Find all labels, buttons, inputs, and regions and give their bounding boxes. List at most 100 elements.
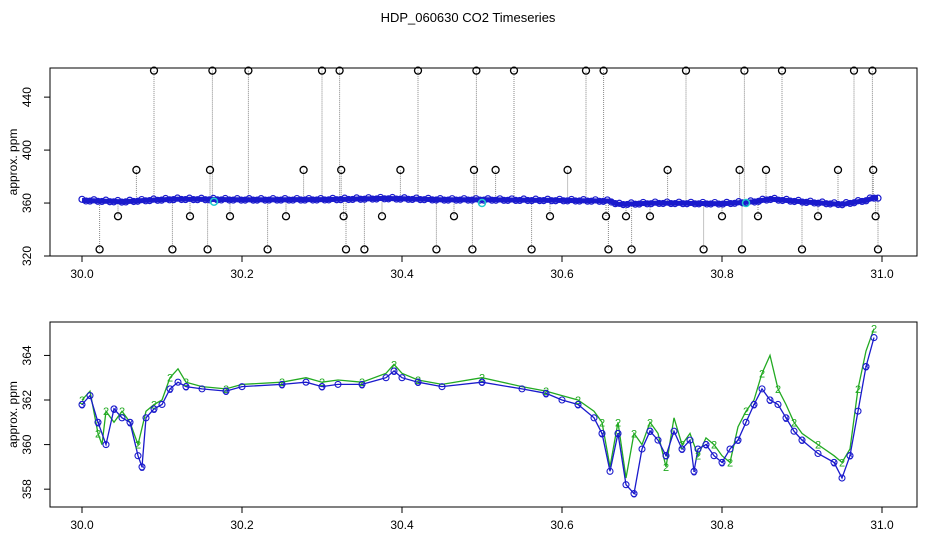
panel-top: 30.0 30.2 30.4 30.6 30.8 31.0 320 360 400 440 appr… bbox=[6, 66, 918, 281]
series-marker-3: 3 bbox=[679, 444, 685, 456]
x-tick-label: 30.6 bbox=[550, 267, 574, 281]
series-circle-point bbox=[702, 441, 710, 449]
baseline-point bbox=[221, 194, 229, 203]
series-circle-point bbox=[318, 383, 326, 391]
baseline-point bbox=[173, 194, 182, 202]
baseline-point bbox=[838, 201, 846, 209]
series-circle-point bbox=[138, 463, 146, 471]
baseline-point bbox=[870, 194, 878, 202]
series-circle-point bbox=[142, 414, 150, 422]
outlier-point bbox=[205, 165, 215, 175]
series-marker-3: 3 bbox=[751, 399, 757, 411]
baseline-point bbox=[472, 195, 480, 203]
series-marker-2: 2 bbox=[663, 462, 669, 474]
baseline-point bbox=[333, 196, 341, 204]
cyan-point bbox=[209, 197, 219, 206]
baseline-point bbox=[846, 199, 854, 208]
outlier-point bbox=[203, 245, 212, 254]
series-circle-point bbox=[798, 436, 806, 444]
series-circle-point bbox=[542, 389, 550, 397]
baseline-point bbox=[460, 195, 468, 203]
series-marker-2: 2 bbox=[223, 384, 229, 396]
x-tick-label: 30.2 bbox=[230, 518, 254, 532]
baseline-point bbox=[707, 200, 715, 208]
y-tick-label: 440 bbox=[20, 87, 34, 107]
baseline-point bbox=[428, 196, 436, 204]
baseline-point bbox=[257, 195, 265, 203]
chart-title: HDP_060630 CO2 Timeseries bbox=[380, 10, 556, 25]
baseline-point bbox=[201, 196, 209, 204]
series-marker-3: 3 bbox=[127, 417, 133, 429]
baseline-point bbox=[245, 195, 253, 203]
baseline-point bbox=[703, 200, 711, 208]
series-marker-2: 2 bbox=[135, 440, 141, 452]
outlier-point bbox=[777, 66, 787, 75]
baseline-point bbox=[82, 197, 90, 205]
x-tick-label: 30.8 bbox=[710, 518, 734, 532]
series-marker-3: 3 bbox=[631, 489, 637, 501]
series-marker-2: 2 bbox=[743, 406, 749, 418]
baseline-point bbox=[548, 197, 556, 205]
baseline-point bbox=[380, 195, 389, 203]
series-circle-point bbox=[110, 405, 118, 413]
series-marker-3: 3 bbox=[111, 404, 117, 416]
baseline-point bbox=[197, 194, 205, 202]
baseline-point bbox=[237, 196, 245, 204]
baseline-point bbox=[321, 196, 329, 204]
baseline-point bbox=[850, 199, 858, 207]
baseline-point bbox=[297, 196, 305, 204]
baseline-point bbox=[98, 197, 106, 206]
series-circle-point bbox=[662, 452, 670, 460]
outlier-point bbox=[432, 245, 441, 254]
baseline-point bbox=[169, 196, 178, 204]
series-marker-3: 3 bbox=[319, 382, 325, 394]
baseline-point bbox=[376, 193, 385, 202]
baseline-point bbox=[345, 195, 353, 204]
baseline-point bbox=[229, 196, 237, 204]
baseline-point bbox=[571, 197, 580, 205]
baseline-point bbox=[854, 197, 862, 205]
outlier-point bbox=[149, 66, 159, 75]
series-circle-point bbox=[302, 378, 310, 386]
baseline-point bbox=[94, 197, 102, 205]
y-tick-label: 360 bbox=[20, 434, 34, 454]
baseline-point bbox=[205, 196, 213, 204]
baseline-point bbox=[185, 194, 194, 202]
baseline-point bbox=[189, 196, 198, 204]
baseline-point bbox=[834, 200, 842, 209]
baseline-point bbox=[826, 200, 834, 208]
outlier-point bbox=[208, 66, 217, 75]
baseline-point bbox=[86, 197, 94, 205]
baseline-point bbox=[528, 196, 536, 205]
series-marker-2: 2 bbox=[871, 324, 877, 336]
outlier-point bbox=[581, 66, 591, 75]
series-marker-3: 3 bbox=[151, 404, 157, 416]
outlier-point bbox=[599, 66, 608, 75]
baseline-point bbox=[591, 196, 600, 204]
baseline-point bbox=[798, 198, 806, 206]
series-circle-point bbox=[638, 445, 646, 453]
plot-frame bbox=[49, 321, 918, 508]
series-circle-point bbox=[574, 400, 582, 409]
baseline-point bbox=[786, 197, 795, 205]
baseline-point bbox=[269, 195, 277, 203]
baseline-point bbox=[874, 194, 882, 202]
series-circle-point bbox=[334, 380, 342, 388]
baseline-point bbox=[496, 195, 504, 203]
baseline-point bbox=[842, 199, 850, 207]
baseline-point bbox=[158, 196, 166, 204]
baseline-point bbox=[731, 199, 739, 207]
baseline-point bbox=[770, 194, 779, 202]
baseline-point bbox=[293, 194, 301, 203]
series-circle-point bbox=[654, 436, 662, 444]
series-marker-2: 2 bbox=[695, 451, 701, 463]
x-tick-label: 30.6 bbox=[550, 518, 574, 532]
outlier-point bbox=[281, 212, 291, 221]
series-marker-3: 3 bbox=[691, 466, 697, 478]
baseline-point bbox=[536, 197, 544, 205]
x-tick-label: 30.4 bbox=[390, 518, 414, 532]
outlier-point bbox=[95, 245, 104, 254]
series-circle-point bbox=[614, 429, 622, 437]
baseline-point bbox=[106, 198, 114, 206]
series-circle-point bbox=[838, 474, 846, 482]
